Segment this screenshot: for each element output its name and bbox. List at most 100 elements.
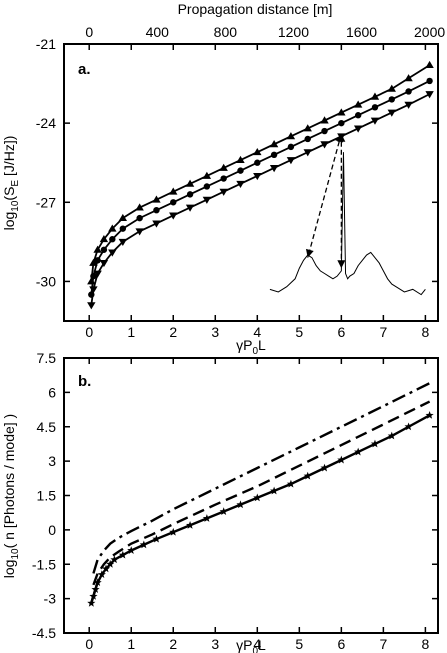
point-circle [170,199,177,206]
point-triangle-up [185,179,195,187]
plot-frame-a [63,43,439,322]
point-triangle-up [135,203,144,211]
y-tick-label: 7.5 [37,350,57,366]
point-circle [426,77,433,85]
point-triangle-up [387,84,396,92]
point-triangle-up [286,132,296,140]
point-circle [119,225,127,232]
point-star [236,500,245,509]
point-triangle-down [286,157,296,165]
top-tick-label: 2000 [414,24,445,40]
ticks-a: 0 1 2 3 4 5 6 7 8 -21 -24 -27 -30 0 400 800 1200 1600 2000 [36,24,446,340]
point-triangle-up [236,155,245,164]
point-star [87,598,96,607]
y-tick-label: -1.5 [32,556,56,572]
point-star [404,422,413,431]
x-tick-label: 7 [379,324,387,340]
point-triangle-down [236,180,245,189]
point-triangle-down [135,228,144,236]
point-circle [109,236,116,243]
inset-spectrum-line [269,152,426,296]
point-star [118,550,127,559]
x-tick-label: 3 [211,636,219,652]
x-tick-label: 0 [85,636,93,652]
point-triangle-down [118,238,128,247]
x-tick-label: 1 [127,324,135,340]
point-triangle-down [202,196,212,204]
point-circle [371,104,379,111]
point-circle [136,214,143,222]
point-circle [321,127,328,135]
point-star [185,520,195,529]
point-triangle-up [404,74,413,82]
x-tick-label: 2 [169,324,177,340]
y-axis-label-b: log10( n [Photons / mode] ) [1,414,21,578]
point-triangle-down [353,125,363,133]
panel-label-b: b. [78,373,91,390]
panel-b: b. 0 1 2 3 4 5 6 7 87.564.531.50-1.5-3-4.5 γP0L … [1,350,439,653]
top-tick-label: 1600 [346,24,377,40]
top-tick-label: 0 [85,24,93,40]
point-circle [287,143,295,151]
point-triangle-up [169,187,178,195]
point-triangle-up [337,108,346,116]
point-circle [254,159,261,166]
point-triangle-down [303,149,312,157]
x-tick-label: 5 [295,324,303,340]
point-triangle-up [99,235,109,243]
x-axis-label-b: γP0L [236,637,266,653]
point-triangle-down [185,204,195,212]
point-triangle-down [108,249,117,257]
point-circle [405,88,412,95]
x-axis-label-a: γP0L [236,337,266,357]
point-circle [304,135,311,143]
point-triangle-down [425,91,434,99]
point-triangle-down [269,165,279,173]
point-triangle-up [93,245,102,253]
point-star [253,493,262,502]
point-star [286,479,296,488]
point-star [101,564,111,573]
point-triangle-down [99,260,109,268]
point-star [270,486,279,495]
x-tick-label: 8 [421,636,429,652]
series-a [87,60,434,310]
point-star [93,578,102,587]
x-tick-label: 6 [337,324,345,340]
point-triangle-up [269,140,279,148]
point-star [219,507,228,516]
series-line-dash-dot [92,382,431,574]
y-tick-label: -3 [44,591,57,607]
x-tick-label: 5 [295,636,303,652]
panel-label-a: a. [78,61,91,78]
x-tick-label: 3 [211,324,219,340]
y-tick-label: -30 [36,273,56,289]
arrowhead [305,248,314,258]
y-tick-label: -27 [36,194,56,210]
point-triangle-up [219,163,228,171]
point-star [337,455,346,464]
plot-frame-b [63,357,439,634]
point-triangle-down [93,270,102,278]
y-tick-label: -21 [36,36,56,52]
point-star [320,463,329,472]
point-star [91,585,100,593]
point-star [89,592,98,600]
series-b [87,382,434,607]
point-triangle-up [202,171,212,179]
point-triangle-down [87,302,96,310]
x-tick-label: 8 [421,324,429,340]
point-triangle-down [320,141,329,149]
point-triangle-down [219,188,228,196]
point-triangle-up [353,100,363,108]
x-tick-label: 6 [337,636,345,652]
point-star [110,555,119,564]
point-star [303,471,312,480]
point-star [370,439,380,448]
point-triangle-down [89,286,98,294]
x-tick-label: 0 [85,324,93,340]
point-circle [90,272,97,280]
point-star [106,559,115,568]
x-tick-label: 1 [127,636,135,652]
point-circle [100,246,108,253]
